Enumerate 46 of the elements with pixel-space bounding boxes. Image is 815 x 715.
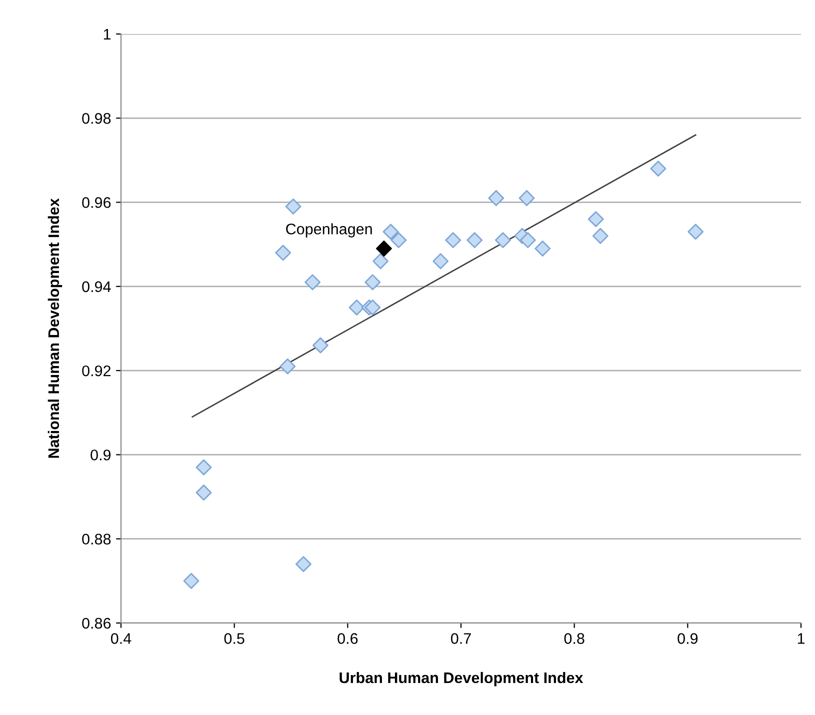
point [372,253,389,270]
x-tick-label: 0.4 [110,633,132,644]
y-axis-title: National Human Development Index [48,198,62,458]
point [304,274,321,290]
point [445,232,462,248]
point [364,299,381,316]
point [466,232,483,248]
point [364,274,381,290]
y-tick-label: 0.94 [82,281,111,292]
point [650,160,666,177]
x-tick-label: 0.9 [678,633,698,644]
y-tick-label: 0.98 [82,113,111,124]
point [588,211,604,228]
point [688,224,704,240]
point [592,228,608,244]
point [348,299,365,316]
point [275,244,292,261]
y-tick-label: 0.86 [82,618,111,629]
point [183,572,200,589]
point [285,198,302,214]
point [488,190,504,206]
point [534,240,551,257]
x-tick-label: 0.6 [338,633,358,644]
x-axis-title: Urban Human Development Index [340,672,584,686]
x-tick-label: 0.7 [450,633,471,644]
point [196,484,212,501]
y-tick-label: 0.88 [82,534,111,545]
point [376,240,392,257]
point [295,556,312,572]
point [390,232,407,248]
point [382,224,399,240]
point [520,232,536,248]
annotation: Copenhagen [286,223,372,238]
point [432,253,449,270]
y-tick-label: 1 [104,29,111,40]
point [518,190,535,206]
y-tick-label: 0.96 [82,197,111,208]
point [280,358,296,374]
x-tick-label: 0.5 [224,633,244,644]
point [196,459,212,476]
y-tick-label: 0.9 [90,450,111,460]
point [312,337,328,354]
y-tick-label: 0.92 [82,365,111,376]
point [494,232,511,248]
x-tick-label: 0.8 [564,633,584,644]
x-tick-label: 1 [798,633,805,644]
